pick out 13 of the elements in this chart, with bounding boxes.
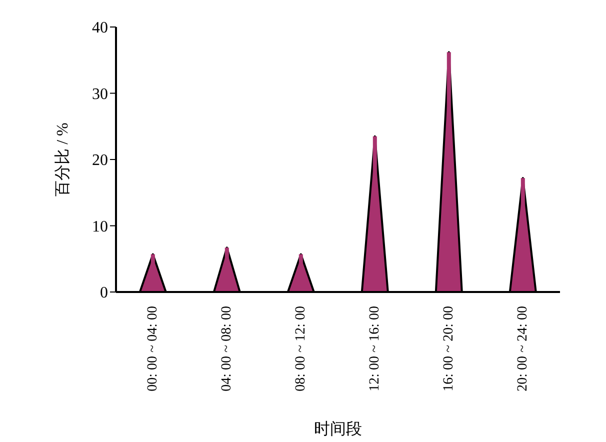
x-axis-title: 时间段	[314, 420, 362, 438]
y-tick-label: 10	[92, 218, 108, 236]
x-tick-label: 00: 00 ~ 04: 00	[146, 306, 160, 392]
x-tick-label: 20: 00 ~ 24: 00	[516, 306, 530, 392]
y-tick-label: 30	[92, 86, 108, 103]
y-tick-label: 40	[92, 20, 108, 37]
x-tick-label: 16: 00 ~ 20: 00	[442, 306, 456, 392]
y-tick-label: 0	[100, 284, 108, 302]
x-tick-label: 04: 00 ~ 08: 00	[220, 306, 234, 392]
x-tick-label: 08: 00 ~ 12: 00	[294, 306, 308, 392]
x-tick-label: 12: 00 ~ 16: 00	[368, 306, 382, 392]
y-tick-label: 20	[92, 152, 108, 170]
y-axis-title: 百分比 / %	[54, 122, 72, 196]
